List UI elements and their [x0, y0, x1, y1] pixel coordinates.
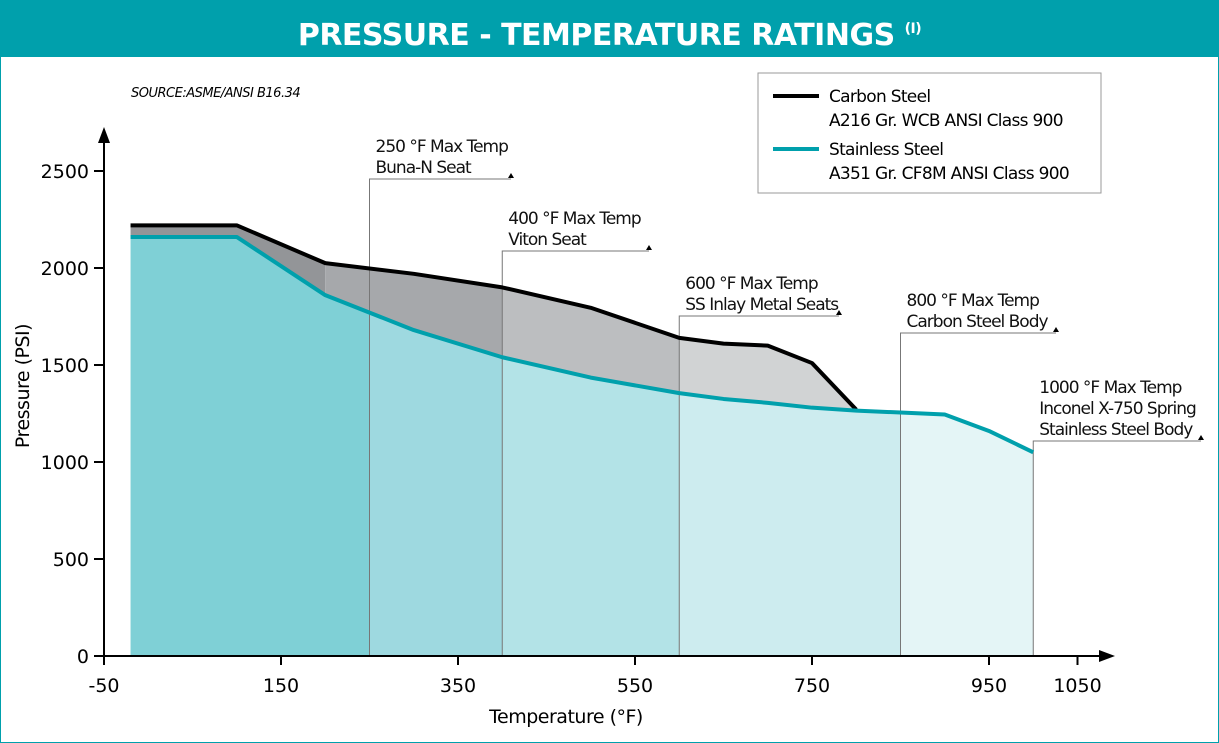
x-tick-label: 1050: [1053, 675, 1101, 697]
title-text: PRESSURE - TEMPERATURE RATINGS: [297, 18, 895, 53]
annotation-line: [900, 332, 1056, 656]
y-tick-label: 2000: [41, 258, 89, 280]
y-tick-label: 2500: [41, 161, 89, 183]
annotation-label: 400 °F Max Temp: [508, 209, 641, 229]
legend-sublabel: A216 Gr. WCB ANSI Class 900: [829, 111, 1063, 131]
stainless-band-2: [502, 357, 680, 656]
y-tick-label: 1500: [41, 355, 89, 377]
annotation-label: 1000 °F Max Temp: [1039, 378, 1181, 398]
annotation-label: Viton Seat: [508, 230, 587, 250]
legend-label: Stainless Steel: [829, 140, 943, 160]
stainless-band-4: [900, 412, 1034, 656]
title-note: (I): [904, 21, 922, 37]
annotation-line: [678, 315, 839, 656]
y-axis-label: Pressure (PSI): [12, 324, 34, 448]
x-axis-label: Temperature (°F): [488, 706, 643, 728]
annotation-label: Buna-N Seat: [376, 158, 473, 178]
annotation-label: 800 °F Max Temp: [907, 291, 1040, 311]
annotation-label: Stainless Steel Body: [1039, 420, 1193, 440]
stainless-band-0: [130, 236, 370, 656]
y-tick-label: 500: [53, 549, 89, 571]
annotation-marker: [1198, 435, 1204, 440]
chart-title: PRESSURE - TEMPERATURE RATINGS (I): [1, 1, 1218, 57]
stainless-band-1: [369, 312, 503, 656]
annotation-marker: [1053, 327, 1059, 332]
x-tick-label: 150: [263, 675, 299, 697]
legend: [757, 72, 1102, 194]
stainless-line: [130, 234, 1035, 455]
x-tick-label: 350: [440, 675, 476, 697]
x-tick-label: -50: [88, 675, 119, 697]
annotation-label: 600 °F Max Temp: [685, 274, 818, 294]
x-tick-label: 950: [971, 675, 1007, 697]
carbon-line: [130, 223, 858, 411]
legend-sublabel: A351 Gr. CF8M ANSI Class 900: [829, 164, 1069, 184]
y-tick-label: 0: [77, 646, 89, 668]
annotation-label: 250 °F Max Temp: [376, 137, 509, 157]
x-tick-label: 550: [617, 675, 653, 697]
x-axis-arrow: [1099, 650, 1115, 662]
y-axis-arrow: [98, 127, 110, 143]
annotation-line: [369, 178, 511, 656]
legend-label: Carbon Steel: [829, 87, 930, 107]
x-tick-label: 750: [794, 675, 830, 697]
stainless-band-3: [679, 393, 901, 656]
annotation-label: Inconel X-750 Spring: [1039, 399, 1196, 419]
y-tick-label: 1000: [41, 452, 89, 474]
annotation-label: SS Inlay Metal Seats: [685, 295, 839, 315]
annotation-marker: [646, 245, 652, 250]
annotation-line: [1032, 440, 1201, 656]
annotation-label: Carbon Steel Body: [907, 312, 1049, 332]
carbon-gap-3: [679, 337, 857, 411]
annotation-marker: [836, 310, 842, 315]
annotation-line: [501, 250, 649, 656]
annotation-marker: [508, 173, 514, 178]
source-note: SOURCE:ASME/ANSI B16.34: [131, 86, 300, 101]
